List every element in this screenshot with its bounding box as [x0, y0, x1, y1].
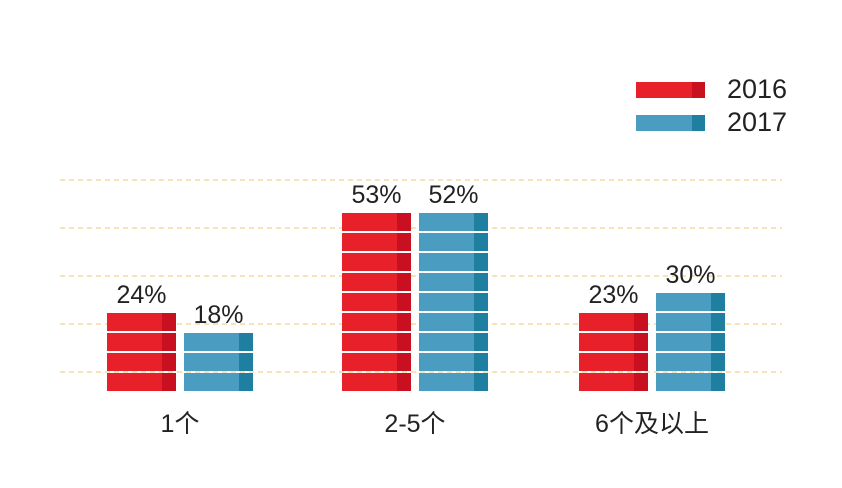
- bar-slab: [184, 333, 239, 351]
- bar-slab-shade: [711, 313, 725, 331]
- value-labels: 24% 18% 53% 52% 23% 30%: [116, 181, 715, 329]
- bar-slab-shade: [397, 313, 411, 331]
- bar-slab: [107, 373, 162, 391]
- bar-slab-shade: [474, 213, 488, 231]
- legend-label-2017: 2017: [727, 107, 787, 137]
- bar-2016-2: [579, 313, 648, 391]
- bar-slab-shade: [711, 353, 725, 371]
- bar-slab: [656, 333, 711, 351]
- bar-slab-shade: [239, 353, 253, 371]
- bar-slab: [342, 233, 397, 251]
- bar-slab-shade: [239, 373, 253, 391]
- bar-slab-shade: [711, 373, 725, 391]
- bar-slab: [656, 373, 711, 391]
- bar-slab-shade: [474, 233, 488, 251]
- bar-slab-shade: [397, 253, 411, 271]
- bar-slab-shade: [162, 353, 176, 371]
- bar-slab: [579, 373, 634, 391]
- bar-slab-shade: [474, 333, 488, 351]
- bar-slab-shade: [474, 273, 488, 291]
- bar-slab: [656, 293, 711, 311]
- bar-slab-shade: [239, 333, 253, 351]
- bar-slab-shade: [162, 313, 176, 331]
- bar-slab-shade: [162, 333, 176, 351]
- bar-2016-1: [342, 213, 411, 391]
- bar-slab: [342, 353, 397, 371]
- category-labels: 1个 2-5个 6个及以上: [161, 410, 709, 438]
- bar-slab: [579, 333, 634, 351]
- bar-slab-shade: [397, 333, 411, 351]
- bar-slab: [107, 313, 162, 331]
- bar-slab: [419, 373, 474, 391]
- value-label: 23%: [588, 281, 638, 309]
- bar-slab: [342, 213, 397, 231]
- bar-slab: [419, 253, 474, 271]
- bars: [107, 213, 725, 391]
- bar-slab: [107, 353, 162, 371]
- bar-slab: [419, 293, 474, 311]
- bar-slab-shade: [474, 353, 488, 371]
- bar-slab-shade: [397, 353, 411, 371]
- bar-slab: [419, 333, 474, 351]
- bar-slab-shade: [397, 293, 411, 311]
- bar-slab: [184, 353, 239, 371]
- legend-swatch-2017: [636, 115, 692, 131]
- bar-slab-shade: [634, 333, 648, 351]
- bar-slab-shade: [474, 373, 488, 391]
- bar-slab: [656, 353, 711, 371]
- bar-slab-shade: [397, 373, 411, 391]
- bar-slab: [342, 273, 397, 291]
- bar-slab-shade: [397, 233, 411, 251]
- bar-slab: [579, 353, 634, 371]
- bar-2017-0: [184, 333, 253, 391]
- bar-slab-shade: [162, 373, 176, 391]
- legend-swatch-shade: [692, 82, 705, 98]
- bar-slab: [342, 373, 397, 391]
- legend-label-2016: 2016: [727, 74, 787, 104]
- bar-slab: [184, 373, 239, 391]
- bar-slab: [419, 213, 474, 231]
- legend-swatch-shade: [692, 115, 705, 131]
- bar-slab-shade: [474, 253, 488, 271]
- bar-slab: [419, 273, 474, 291]
- bar-slab: [656, 313, 711, 331]
- legend-swatch-2016: [636, 82, 692, 98]
- bar-slab: [419, 353, 474, 371]
- value-label: 24%: [116, 281, 166, 309]
- bar-slab-shade: [711, 333, 725, 351]
- bar-slab: [419, 233, 474, 251]
- bar-slab-shade: [474, 313, 488, 331]
- bar-slab-shade: [634, 353, 648, 371]
- value-label: 52%: [428, 181, 478, 209]
- value-label: 53%: [351, 181, 401, 209]
- bar-slab: [342, 333, 397, 351]
- bar-slab: [342, 313, 397, 331]
- bar-slab-shade: [634, 373, 648, 391]
- category-label: 2-5个: [384, 410, 445, 438]
- bar-slab: [579, 313, 634, 331]
- bar-slab-shade: [711, 293, 725, 311]
- bar-slab: [419, 313, 474, 331]
- bar-slab: [342, 253, 397, 271]
- value-label: 18%: [193, 301, 243, 329]
- bar-slab: [107, 333, 162, 351]
- bar-slab: [342, 293, 397, 311]
- category-label: 1个: [161, 410, 200, 438]
- value-label: 30%: [665, 261, 715, 289]
- bar-2016-0: [107, 313, 176, 391]
- bar-slab-shade: [634, 313, 648, 331]
- bar-slab-shade: [474, 293, 488, 311]
- bar-2017-1: [419, 213, 488, 391]
- bar-slab-shade: [397, 273, 411, 291]
- category-label: 6个及以上: [595, 410, 709, 438]
- bar-slab-shade: [397, 213, 411, 231]
- bar-2017-2: [656, 293, 725, 391]
